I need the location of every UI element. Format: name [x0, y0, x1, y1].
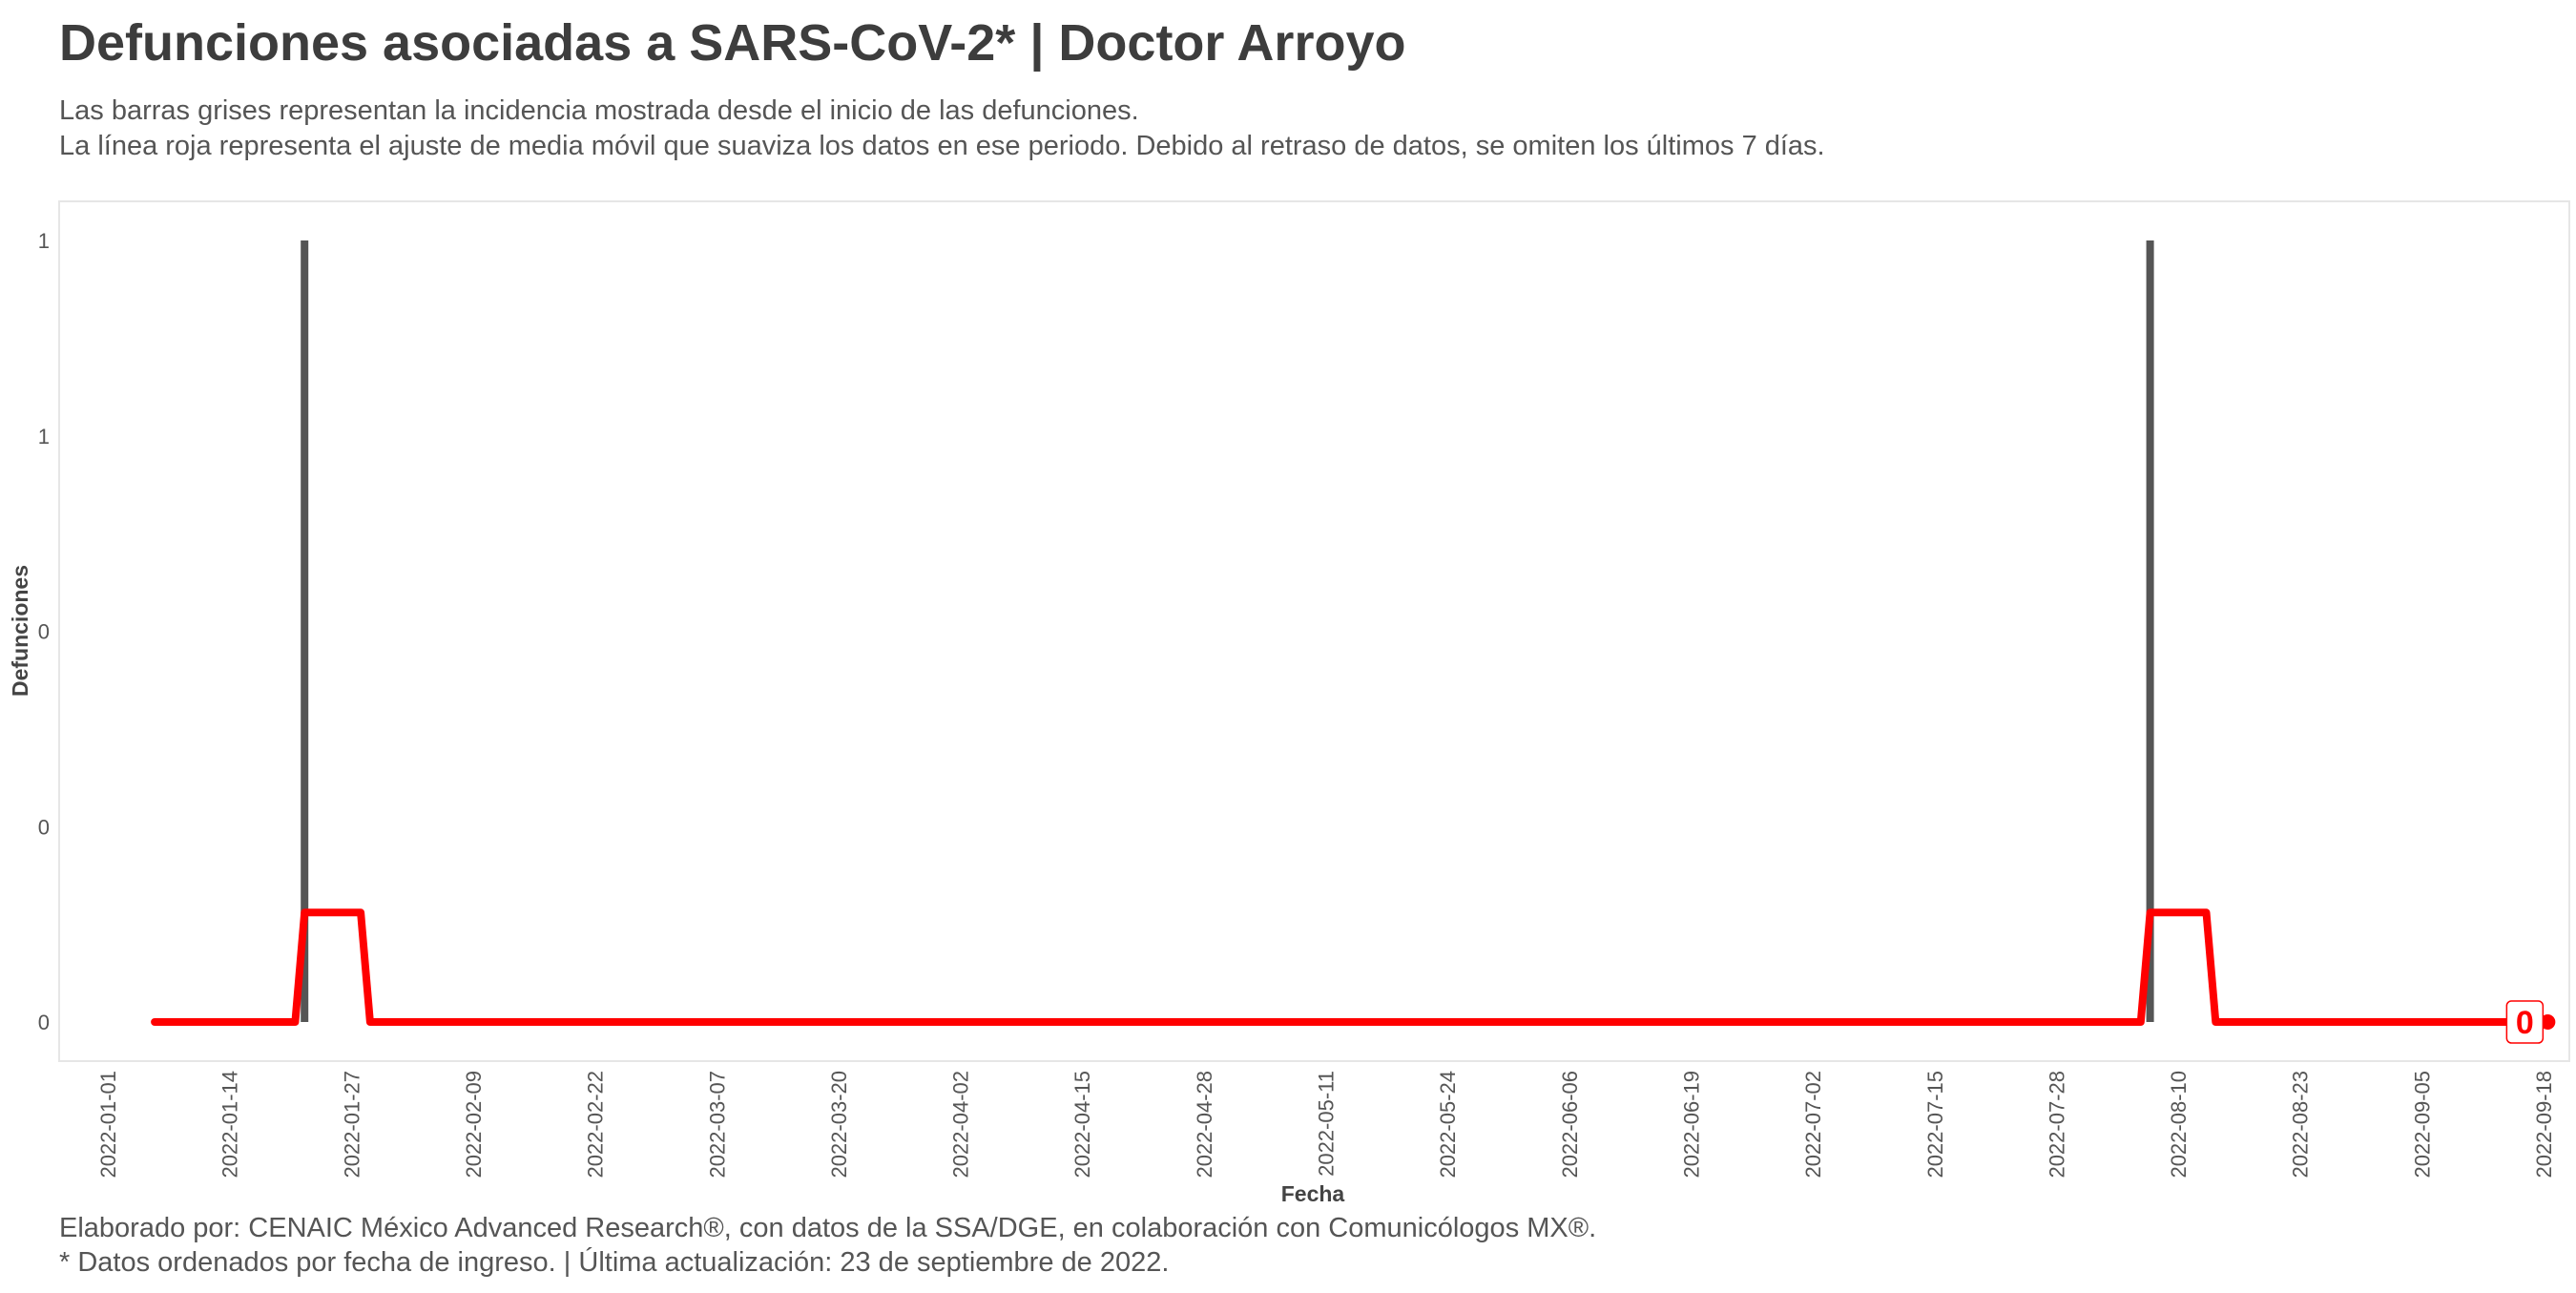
- subtitle-line-1: Las barras grises representan la inciden…: [59, 95, 1139, 126]
- x-tick-label: 2022-06-19: [1679, 1071, 1703, 1178]
- x-tick-label: 2022-03-07: [705, 1071, 729, 1178]
- bar: [2146, 240, 2154, 1022]
- y-tick-label: 1: [38, 229, 50, 253]
- moving-average-line: [151, 908, 2520, 1026]
- x-tick-label: 2022-01-14: [218, 1071, 242, 1178]
- x-tick-label: 2022-08-10: [2167, 1071, 2191, 1178]
- y-axis-ticks: 0 0 0 1 1: [38, 229, 50, 1034]
- moving-average-series: [151, 908, 2520, 1026]
- y-tick-label: 0: [38, 1011, 50, 1034]
- x-axis-label: Fecha: [1281, 1181, 1345, 1206]
- x-tick-label: 2022-05-24: [1436, 1071, 1460, 1178]
- x-axis-ticks: 2022-01-01 2022-01-14 2022-01-27 2022-02-09…: [96, 1071, 2556, 1178]
- x-tick-label: 2022-03-20: [827, 1071, 851, 1178]
- x-tick-label: 2022-04-15: [1070, 1071, 1094, 1178]
- x-tick-label: 2022-05-11: [1315, 1071, 1339, 1177]
- x-tick-label: 2022-04-28: [1193, 1071, 1216, 1178]
- chart-title: Defunciones asociadas a SARS-CoV-2* | Do…: [59, 14, 1406, 72]
- y-tick-label: 1: [38, 425, 50, 448]
- x-tick-label: 2022-07-28: [2045, 1071, 2068, 1178]
- x-tick-label: 2022-09-05: [2410, 1071, 2434, 1178]
- x-tick-label: 2022-01-01: [96, 1071, 120, 1178]
- x-tick-label: 2022-02-09: [462, 1071, 486, 1178]
- caption-line-1: Elaborado por: CENAIC México Advanced Re…: [59, 1213, 1597, 1243]
- x-tick-label: 2022-04-02: [949, 1071, 973, 1178]
- bars-series: [301, 240, 2154, 1022]
- caption-line-2: * Datos ordenados por fecha de ingreso. …: [59, 1247, 1170, 1278]
- chart-subtitle: Las barras grises representan la inciden…: [59, 94, 1825, 164]
- subtitle-line-2: La línea roja representa el ajuste de me…: [59, 131, 1825, 161]
- x-tick-label: 2022-07-15: [1923, 1071, 1947, 1178]
- end-point-marker: [2540, 1014, 2556, 1030]
- y-tick-label: 0: [38, 815, 50, 839]
- x-tick-label: 2022-06-06: [1558, 1071, 1582, 1178]
- y-axis-label: Defunciones: [8, 565, 32, 697]
- chart-caption: Elaborado por: CENAIC México Advanced Re…: [59, 1211, 1596, 1280]
- end-value-label: 0: [2516, 1005, 2534, 1041]
- end-label-box: [2505, 1000, 2545, 1044]
- bar: [301, 240, 309, 1022]
- x-tick-label: 2022-08-23: [2289, 1071, 2313, 1178]
- plot-panel: [58, 200, 2570, 1062]
- x-tick-label: 2022-07-02: [1801, 1071, 1825, 1178]
- x-tick-label: 2022-01-27: [340, 1071, 364, 1178]
- x-tick-label: 2022-02-22: [584, 1071, 608, 1178]
- y-tick-label: 0: [38, 620, 50, 644]
- x-tick-label: 2022-09-18: [2532, 1071, 2556, 1178]
- end-marker-group: 0: [2505, 1000, 2556, 1044]
